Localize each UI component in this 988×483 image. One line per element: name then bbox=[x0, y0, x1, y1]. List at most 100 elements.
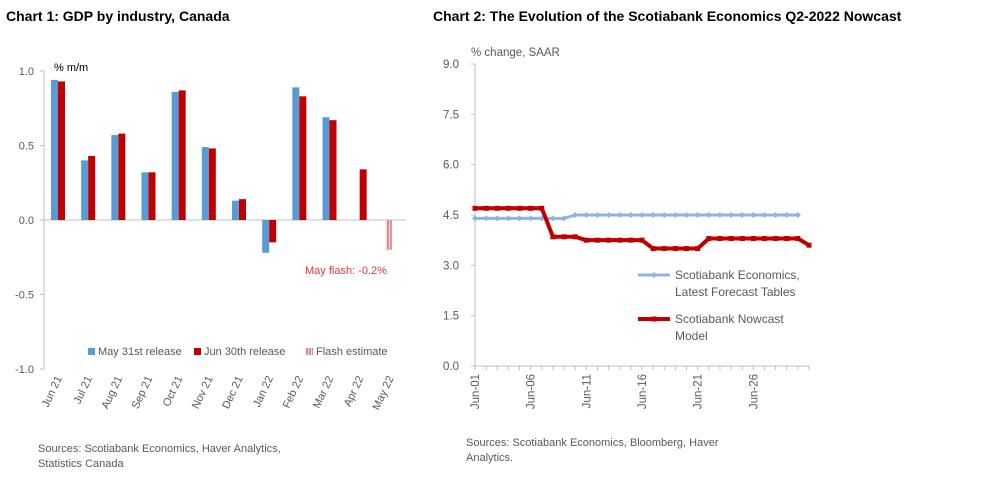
chart-1-x-tick-label: Nov 21 bbox=[190, 374, 216, 411]
chart-1-x-tick-label: Dec 21 bbox=[220, 374, 246, 411]
chart-2-legend-marker bbox=[651, 272, 657, 278]
chart-2-forecast-point bbox=[761, 212, 768, 218]
chart-2-forecast-point bbox=[639, 212, 645, 218]
bar-may-31-sep-21 bbox=[141, 172, 149, 220]
chart-2-y-tick-label: 3.0 bbox=[443, 260, 459, 272]
chart-2-x-tick-label: Jun-16 bbox=[637, 374, 649, 409]
chart-1-x-tick-label: Mar 22 bbox=[311, 374, 336, 410]
chart-2-nowcast-point bbox=[539, 205, 545, 211]
chart-2-nowcast-point bbox=[505, 205, 511, 211]
chart-2-forecast-point bbox=[683, 212, 690, 218]
bar-may-31-jul-21 bbox=[81, 160, 89, 220]
chart-2-nowcast-point bbox=[606, 237, 612, 243]
bar-jun-30-jan-22 bbox=[269, 220, 277, 243]
chart-1-y-tick-label: -1.0 bbox=[15, 364, 34, 376]
chart-2-forecast-point bbox=[783, 212, 790, 218]
chart-2-nowcast-point bbox=[684, 246, 690, 252]
chart-1-y-tick-label: 1.0 bbox=[19, 66, 34, 78]
chart-2-forecast-point bbox=[750, 212, 757, 218]
chart-1-x-tick-label: Aug 21 bbox=[100, 374, 126, 411]
chart-1-y-tick-label: 0.0 bbox=[19, 215, 34, 227]
bar-jun-30-mar-22 bbox=[329, 120, 337, 220]
chart-2-forecast-point bbox=[572, 212, 579, 218]
chart-2-nowcast-point bbox=[617, 237, 623, 243]
chart-1-x-tick-label: Feb 22 bbox=[281, 374, 306, 410]
chart-2-nowcast-point bbox=[773, 235, 779, 241]
chart-1-legend-label: Flash estimate bbox=[316, 346, 388, 358]
chart-2-forecast-point bbox=[549, 215, 556, 222]
chart-2-series-line-0 bbox=[475, 213, 798, 220]
chart-2-forecast-point bbox=[505, 215, 512, 222]
chart-1-legend-swatch bbox=[306, 348, 313, 355]
chart-2-forecast-point bbox=[661, 212, 668, 218]
chart-1-annotation: May flash: -0.2% bbox=[305, 265, 387, 277]
chart-1-legend-swatch bbox=[88, 348, 95, 355]
bar-jun-30-jul-21 bbox=[88, 155, 96, 220]
chart-2-nowcast-point bbox=[661, 246, 667, 252]
chart-2-x-tick-label: Jun-01 bbox=[470, 374, 482, 409]
chart-2-legend-label-line-1: Scotiabank Nowcast bbox=[675, 312, 784, 326]
chart-2-legend-label-line-1: Scotiabank Economics, bbox=[675, 268, 800, 282]
chart-1-legend-label: Jun 30th release bbox=[204, 346, 285, 358]
chart-1-x-tick-label: Jan 22 bbox=[251, 374, 276, 409]
bar-may-31-jan-22 bbox=[262, 220, 270, 253]
chart-2-title: Chart 2: The Evolution of the Scotiabank… bbox=[433, 8, 902, 24]
chart-2-nowcast-point bbox=[472, 205, 478, 211]
chart-2-nowcast-point bbox=[706, 235, 712, 241]
chart-2-forecast-point bbox=[561, 215, 568, 222]
chart-2-x-tick-label: Jun-11 bbox=[581, 374, 593, 408]
chart-2-x-tick-label: Jun-06 bbox=[526, 374, 538, 409]
bar-may-31-mar-22 bbox=[322, 117, 330, 220]
chart-2-forecast-point bbox=[605, 212, 612, 218]
chart-2-nowcast-point bbox=[561, 234, 567, 240]
bar-jun-30-nov-21 bbox=[208, 148, 216, 220]
chart-2-nowcast-point bbox=[750, 235, 756, 241]
chart-2-forecast-point bbox=[527, 215, 534, 222]
bar-jun-30-feb-22 bbox=[299, 96, 307, 220]
chart-2-nowcast-point bbox=[483, 205, 489, 211]
chart-1-x-tick-label: Oct 21 bbox=[161, 374, 186, 408]
chart-2-nowcast-point bbox=[650, 246, 656, 252]
chart-2-legend-label-line-2: Model bbox=[675, 329, 708, 343]
bar-jun-30-aug-21 bbox=[118, 133, 126, 220]
chart-2-nowcast-point bbox=[550, 234, 556, 240]
chart-1-x-tick-label: Jul 21 bbox=[72, 374, 95, 406]
chart-2-legend-label-line-2: Latest Forecast Tables bbox=[675, 285, 796, 299]
chart-1-y-axis-label: % m/m bbox=[54, 62, 88, 74]
chart-1-x-tick-label: Apr 22 bbox=[342, 374, 367, 408]
chart-2-forecast-point bbox=[716, 212, 723, 218]
chart-2-x-tick-label: Jun-21 bbox=[693, 374, 705, 409]
chart-2-nowcast-point bbox=[672, 246, 678, 252]
chart-2-nowcast-point bbox=[784, 235, 790, 241]
bar-may-31-oct-21 bbox=[171, 91, 179, 220]
chart-2-legend-marker bbox=[651, 316, 657, 322]
chart-2-forecast-point bbox=[739, 212, 746, 218]
bar-may-31-jun-21 bbox=[51, 79, 58, 220]
chart-1-x-tick-label: Sep 21 bbox=[130, 374, 156, 411]
chart-2-y-tick-label: 4.5 bbox=[443, 210, 459, 222]
chart-1-svg: 1.0 0.5 0.0 -0.5 -1.0 % m/m Jun 21 Jul 21 Aug 21… bbox=[15, 62, 406, 412]
chart-1-y-tick-label: 0.5 bbox=[19, 141, 34, 153]
chart-2-nowcast-point bbox=[639, 237, 645, 243]
chart-1-x-tick-label: May 22 bbox=[371, 374, 397, 412]
bar-jun-30-jun-21 bbox=[58, 81, 65, 221]
chart-2-forecast-point bbox=[694, 212, 701, 218]
chart-2-svg: 9.0 7.5 6.0 4.5 3.0 1.5 0.0 Jun-01 Jun-06 Jun-11 J… bbox=[443, 47, 812, 409]
bar-may-31-feb-22 bbox=[292, 87, 300, 220]
chart-2-nowcast-point bbox=[494, 205, 500, 211]
chart-2-panel: Chart 2: The Evolution of the Scotiabank… bbox=[432, 0, 988, 483]
chart-2-y-axis-label: % change, SAAR bbox=[471, 47, 560, 59]
bar-may-31-aug-21 bbox=[111, 135, 119, 220]
chart-2-forecast-point bbox=[705, 212, 712, 218]
chart-1-x-tick-label: Jun 21 bbox=[40, 374, 65, 409]
chart-2-nowcast-point bbox=[717, 235, 723, 241]
chart-1-legend-label: May 31st release bbox=[98, 346, 182, 358]
bar-flash-may-22 bbox=[385, 220, 392, 250]
chart-2-nowcast-point bbox=[728, 235, 734, 241]
chart-2-forecast-point bbox=[627, 212, 634, 218]
chart-2-forecast-point bbox=[516, 215, 523, 222]
bar-jun-30-dec-21 bbox=[239, 199, 246, 220]
chart-2-forecast-point bbox=[728, 212, 735, 218]
chart-1-panel: Chart 1: GDP by industry, Canada 1.0 0.5 0… bbox=[0, 0, 430, 483]
bar-jun-30-oct-21 bbox=[178, 90, 186, 221]
